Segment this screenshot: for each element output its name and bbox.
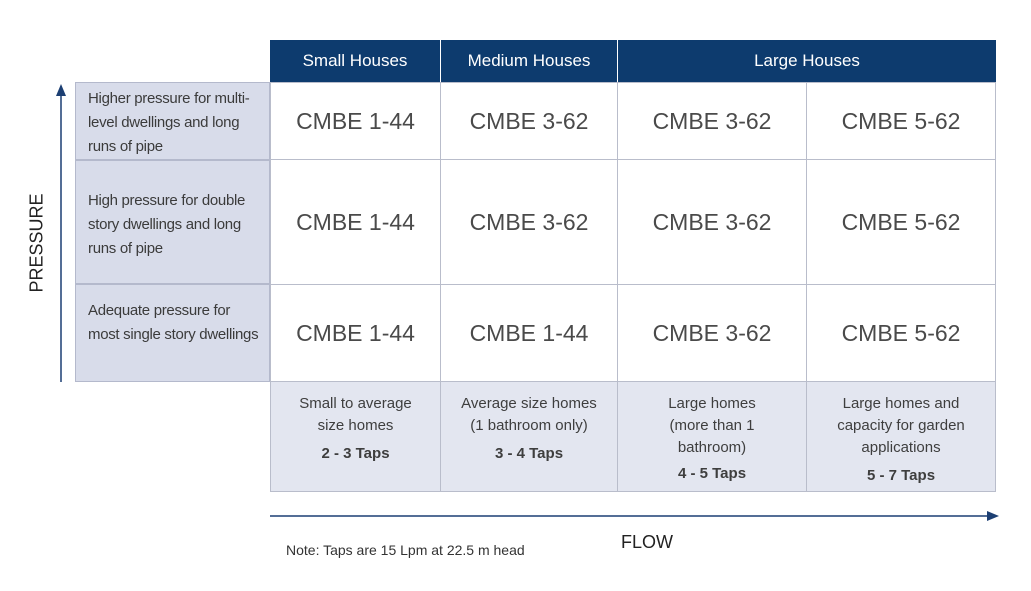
row-label-adequate-pressure: Adequate pressure for most single story … bbox=[75, 284, 270, 382]
footer-taps: 3 - 4 Taps bbox=[494, 445, 564, 462]
footer-desc: Large homes (more than 1 bathroom) bbox=[668, 395, 756, 456]
header-small-houses: Small Houses bbox=[270, 40, 440, 82]
cell-r2-large-b: CMBE 5-62 bbox=[806, 284, 996, 382]
footer-taps: 5 - 7 Taps bbox=[866, 467, 936, 484]
cell-r0-large-a: CMBE 3-62 bbox=[617, 82, 807, 160]
footer-taps: 4 - 5 Taps bbox=[677, 465, 747, 482]
footnote: Note: Taps are 15 Lpm at 22.5 m head bbox=[286, 542, 525, 558]
flow-arrowhead bbox=[987, 511, 999, 521]
footer-large-b: Large homes and capacity for garden appl… bbox=[806, 381, 996, 492]
cell-r1-large-b: CMBE 5-62 bbox=[806, 159, 996, 285]
cell-r0-large-b: CMBE 5-62 bbox=[806, 82, 996, 160]
row-label-higher-pressure: Higher pressure for multi-level dwelling… bbox=[75, 82, 270, 160]
footer-desc: Large homes and capacity for garden appl… bbox=[837, 395, 965, 456]
cell-r1-small: CMBE 1-44 bbox=[270, 159, 441, 285]
footer-desc: Average size homes (1 bathroom only) bbox=[461, 395, 597, 434]
cell-r0-medium: CMBE 3-62 bbox=[440, 82, 618, 160]
row-label-high-pressure: High pressure for double story dwellings… bbox=[75, 160, 270, 284]
header-large-houses: Large Houses bbox=[618, 40, 996, 82]
footer-desc: Small to average size homes bbox=[299, 395, 412, 434]
footer-medium: Average size homes (1 bathroom only) 3 -… bbox=[440, 381, 618, 492]
header-medium-houses: Medium Houses bbox=[441, 40, 617, 82]
flow-axis-label: FLOW bbox=[621, 532, 673, 552]
cell-r1-medium: CMBE 3-62 bbox=[440, 159, 618, 285]
cell-r2-large-a: CMBE 3-62 bbox=[617, 284, 807, 382]
pressure-arrowhead bbox=[56, 84, 66, 96]
footer-large-a: Large homes (more than 1 bathroom) 4 - 5… bbox=[617, 381, 807, 492]
footer-taps: 2 - 3 Taps bbox=[321, 445, 390, 462]
cell-r2-medium: CMBE 1-44 bbox=[440, 284, 618, 382]
cell-r2-small: CMBE 1-44 bbox=[270, 284, 441, 382]
pressure-axis-label: PRESSURE bbox=[26, 193, 47, 293]
footer-small: Small to average size homes 2 - 3 Taps bbox=[270, 381, 441, 492]
cell-r0-small: CMBE 1-44 bbox=[270, 82, 441, 160]
cell-r1-large-a: CMBE 3-62 bbox=[617, 159, 807, 285]
